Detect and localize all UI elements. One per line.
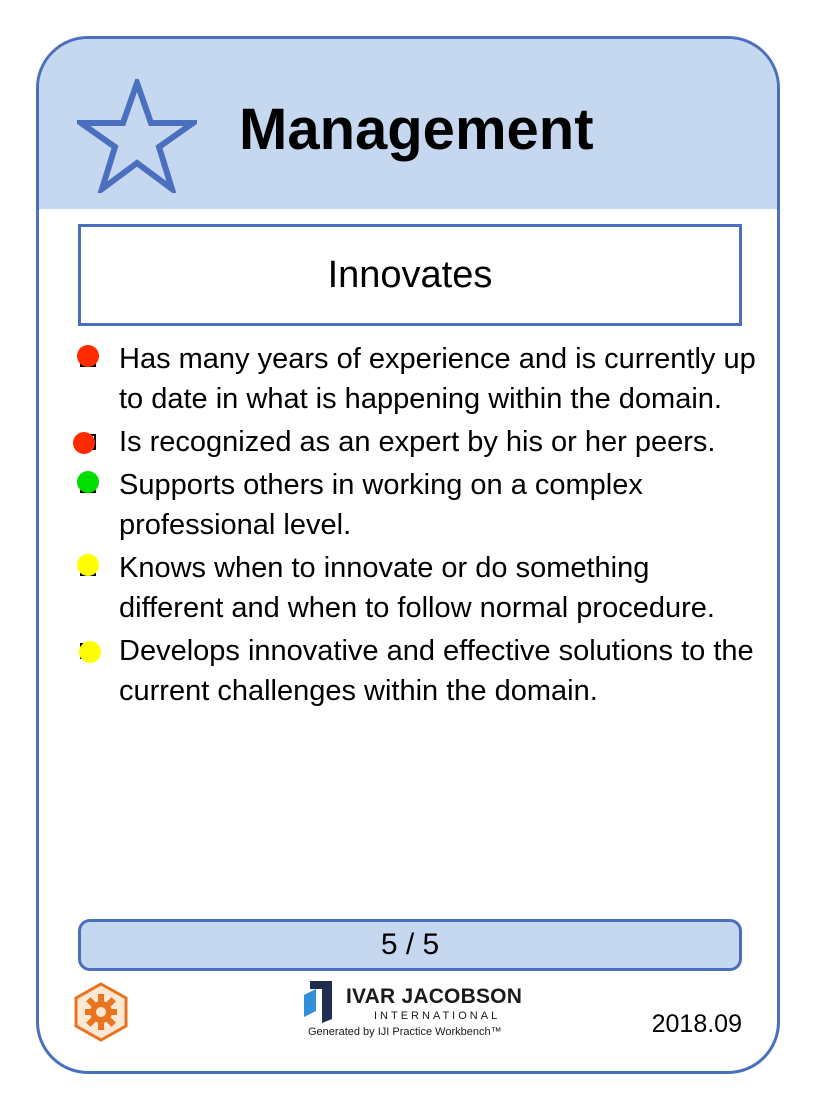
checklist-item: Develops innovative and effective soluti… [77,631,757,711]
logo-company-name: IVAR JACOBSON [346,985,523,1008]
star-icon [77,79,197,193]
company-logo: IVAR JACOBSON INTERNATIONAL Generated by… [302,979,532,1043]
status-dot [77,471,99,493]
checklist-item: Is recognized as an expert by his or her… [73,422,757,462]
checklist-item: Knows when to innovate or do something d… [77,548,757,628]
state-name: Innovates [327,253,493,296]
state-name-box: Innovates [78,224,742,326]
alpha-title: Management [239,97,594,162]
generated-by-text: Generated by IJI Practice Workbench™ [308,1026,502,1038]
status-dot [73,432,95,454]
progress-bar: 5 / 5 [78,919,742,971]
status-dot [79,641,101,663]
checklist-item-text: Has many years of experience and is curr… [119,343,756,415]
alpha-card: Management Innovates Has many years of e… [36,36,780,1074]
version-label: 2018.09 [651,1010,742,1038]
checklist-item: Supports others in working on a complex … [77,465,757,545]
checklist: Has many years of experience and is curr… [73,339,757,714]
checklist-item-text: Develops innovative and effective soluti… [119,635,754,707]
ivar-jacobson-logo-icon [304,981,332,1023]
card-header: Management [39,39,777,209]
checklist-item-text: Supports others in working on a complex … [119,469,643,541]
checklist-item: Has many years of experience and is curr… [77,339,757,419]
gear-icon [74,982,128,1042]
status-dot [77,554,99,576]
checklist-item-text: Is recognized as an expert by his or her… [119,426,716,458]
progress-text: 5 / 5 [380,928,440,961]
checklist-item-text: Knows when to innovate or do something d… [119,552,715,624]
logo-company-subtitle: INTERNATIONAL [374,1010,501,1022]
status-dot [77,345,99,367]
